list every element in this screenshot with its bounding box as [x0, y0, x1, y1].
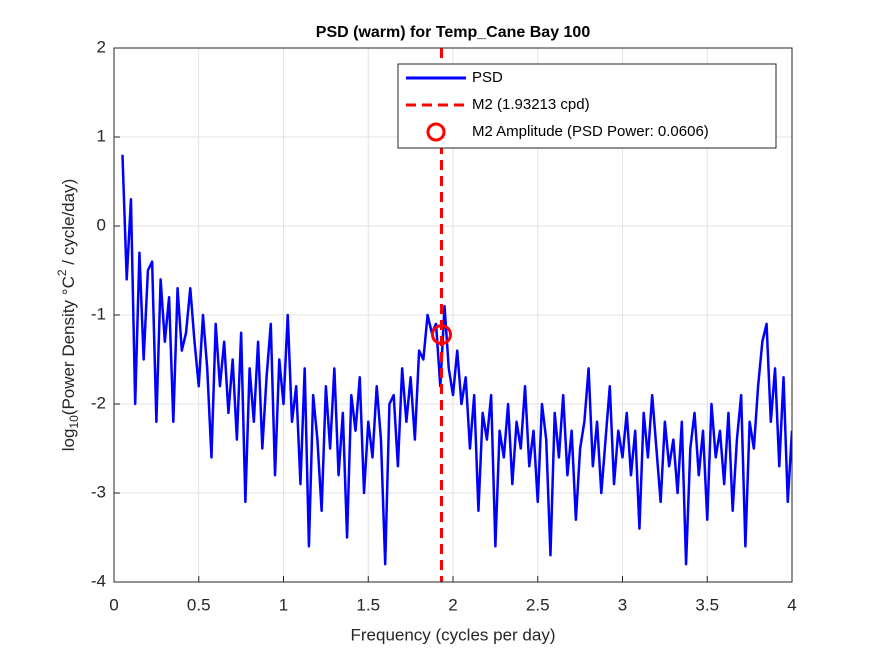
- m2-marker: [430, 324, 452, 346]
- chart-title: PSD (warm) for Temp_Cane Bay 100: [316, 24, 591, 41]
- y-tick-label: -4: [91, 571, 106, 590]
- y-tick-label: 1: [97, 126, 106, 145]
- x-tick-label: 3: [618, 595, 627, 614]
- x-tick-label: 0: [109, 595, 118, 614]
- y-tick-label: 0: [97, 215, 106, 234]
- x-tick-label: 2: [448, 595, 457, 614]
- y-tick-label: -2: [91, 393, 106, 412]
- y-axis-label: log10(Power Density °C2 / cycle/day): [55, 179, 81, 452]
- y-label-sup: 2: [55, 269, 69, 276]
- legend-label: M2 Amplitude (PSD Power: 0.0606): [472, 123, 709, 140]
- y-label-sub: 10: [67, 415, 81, 429]
- legend-swatch: [426, 122, 446, 142]
- y-tick-label: -1: [91, 304, 106, 323]
- x-tick-label: 0.5: [187, 595, 211, 614]
- axes-box: [113, 47, 793, 583]
- x-tick-label: 4: [787, 595, 796, 614]
- y-label-part: (Power Density °C: [59, 276, 78, 415]
- psd-line: [121, 154, 792, 566]
- y-tick-label: -3: [91, 482, 106, 501]
- y-tick-label: 2: [97, 37, 106, 56]
- x-tick-label: 1: [279, 595, 288, 614]
- x-tick-label: 3.5: [695, 595, 719, 614]
- legend-label: PSD: [472, 69, 503, 86]
- legend-label: M2 (1.93213 cpd): [472, 96, 590, 113]
- y-label-part: log: [59, 429, 78, 452]
- y-label-part: / cycle/day): [59, 179, 78, 270]
- x-tick-label: 1.5: [356, 595, 380, 614]
- x-axis-label: Frequency (cycles per day): [350, 625, 555, 644]
- x-tick-label: 2.5: [526, 595, 550, 614]
